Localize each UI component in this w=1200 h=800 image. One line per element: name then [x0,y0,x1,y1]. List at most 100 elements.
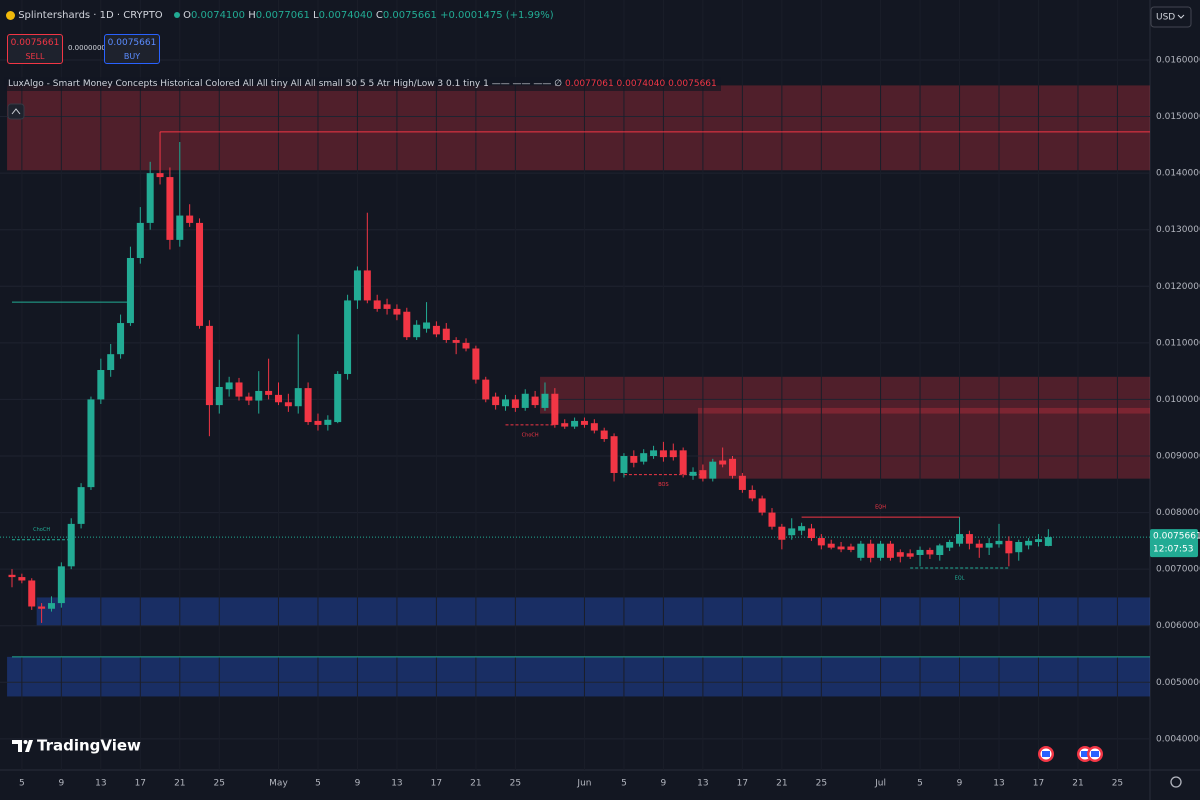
candle-body [176,215,184,240]
settings-button[interactable] [1170,776,1182,788]
price-change: +0.0001475 (+1.99%) [440,10,554,21]
legend-header: Splintershards · 1D · CRYPTO O0.0074100 … [6,10,554,21]
candle-body [511,399,519,408]
y-tick-label: 0.0160000 [1156,55,1200,65]
candle-body [650,450,658,457]
candle-body [28,580,36,607]
x-tick-label: 13 [993,779,1004,789]
candle-body [689,471,697,476]
buy-label: BUY [123,52,141,61]
sell-price: 0.0075661 [10,38,60,48]
candle-body [768,512,776,527]
buy-price: 0.0075661 [107,38,157,48]
ohlc-value: 0.0074040 [318,10,373,21]
candle-body [778,526,786,540]
collapse-button[interactable] [7,103,25,120]
structure-label: ChoCH [522,432,539,438]
candle-body [403,311,411,338]
x-tick-label: 9 [957,779,963,789]
x-tick-label: 5 [19,779,25,789]
candle-body [136,222,144,258]
candle-body [432,325,440,335]
brand-name: TradingView [37,737,141,755]
candle-body [502,399,509,407]
candle-body [679,450,687,475]
structure-label: ChoCH [33,527,50,533]
structure-label: EQL [955,576,965,582]
candle-body [442,328,450,341]
zone [36,597,1150,626]
candle-body [235,382,243,397]
candle-body [946,541,954,548]
candle-body [117,323,125,355]
candle-body [719,460,727,465]
indicator-value: 0.0074040 [616,79,666,89]
y-tick-label: 0.0080000 [1156,508,1200,518]
candle-body [640,453,648,462]
candle-body [472,348,480,380]
candle-body [18,577,26,581]
y-tick-label: 0.0040000 [1156,734,1200,744]
sell-button[interactable]: 0.0075661 SELL [7,34,63,64]
candle-body [709,461,717,479]
candle-body [561,423,569,427]
symbol: Splintershards · 1D · CRYPTO [18,10,163,21]
candle-body [97,370,105,400]
x-tick-label: 9 [661,779,667,789]
y-tick-label: 0.0100000 [1156,395,1200,405]
candle-body [669,450,677,458]
candle-body [393,308,401,315]
y-tick-label: 0.0110000 [1156,338,1200,348]
y-tick-label: 0.0070000 [1156,565,1200,575]
candle-body [215,386,223,406]
x-tick-label: 17 [135,779,146,789]
zone [7,85,1151,171]
candle-body [67,523,75,567]
candle-body [225,382,233,390]
sell-label: SELL [25,52,45,61]
candle-body [1005,540,1013,554]
currency-select[interactable]: USD [1150,6,1192,28]
candle-body [1044,537,1052,546]
candle-body [817,538,825,546]
candle-body [916,549,924,556]
ohlc-label: L [313,10,319,21]
candle-body [452,340,460,343]
candle-body [531,396,539,406]
event-flag[interactable] [1038,746,1054,762]
x-tick-label: 5 [917,779,923,789]
market-status [173,12,180,18]
indicator-value: 0.0077061 [565,79,614,89]
candle-body [541,393,549,408]
candle-body [926,549,934,555]
candle-body [344,300,352,374]
candle-body [334,373,342,423]
candle-body [126,257,134,324]
zone [697,407,1150,479]
structure-label: EQH [875,505,886,511]
candle-body [47,603,55,609]
candle-body [896,552,904,557]
spread: 0.0000000 [68,44,106,52]
indicator-legend: LuxAlgo - Smart Money Concepts Historica… [4,77,721,91]
candle-body [610,436,618,473]
candle-body [551,393,559,425]
candle-body [363,270,371,301]
candle-body [985,543,993,548]
buy-button[interactable]: 0.0075661 BUY [104,34,160,64]
event-flag[interactable] [1087,746,1103,762]
x-tick-label: 5 [315,779,321,789]
y-tick-label: 0.0120000 [1156,282,1200,292]
symbol-icon [6,10,15,20]
candle-body [255,390,263,401]
zone [7,656,1151,697]
candle-body [936,545,944,556]
x-tick-label: 25 [1112,779,1123,789]
candle-body [847,546,855,550]
y-tick-label: 0.0130000 [1156,225,1200,235]
currency: USD [1156,13,1175,23]
candle-body [196,222,204,326]
candle-body [146,173,154,223]
